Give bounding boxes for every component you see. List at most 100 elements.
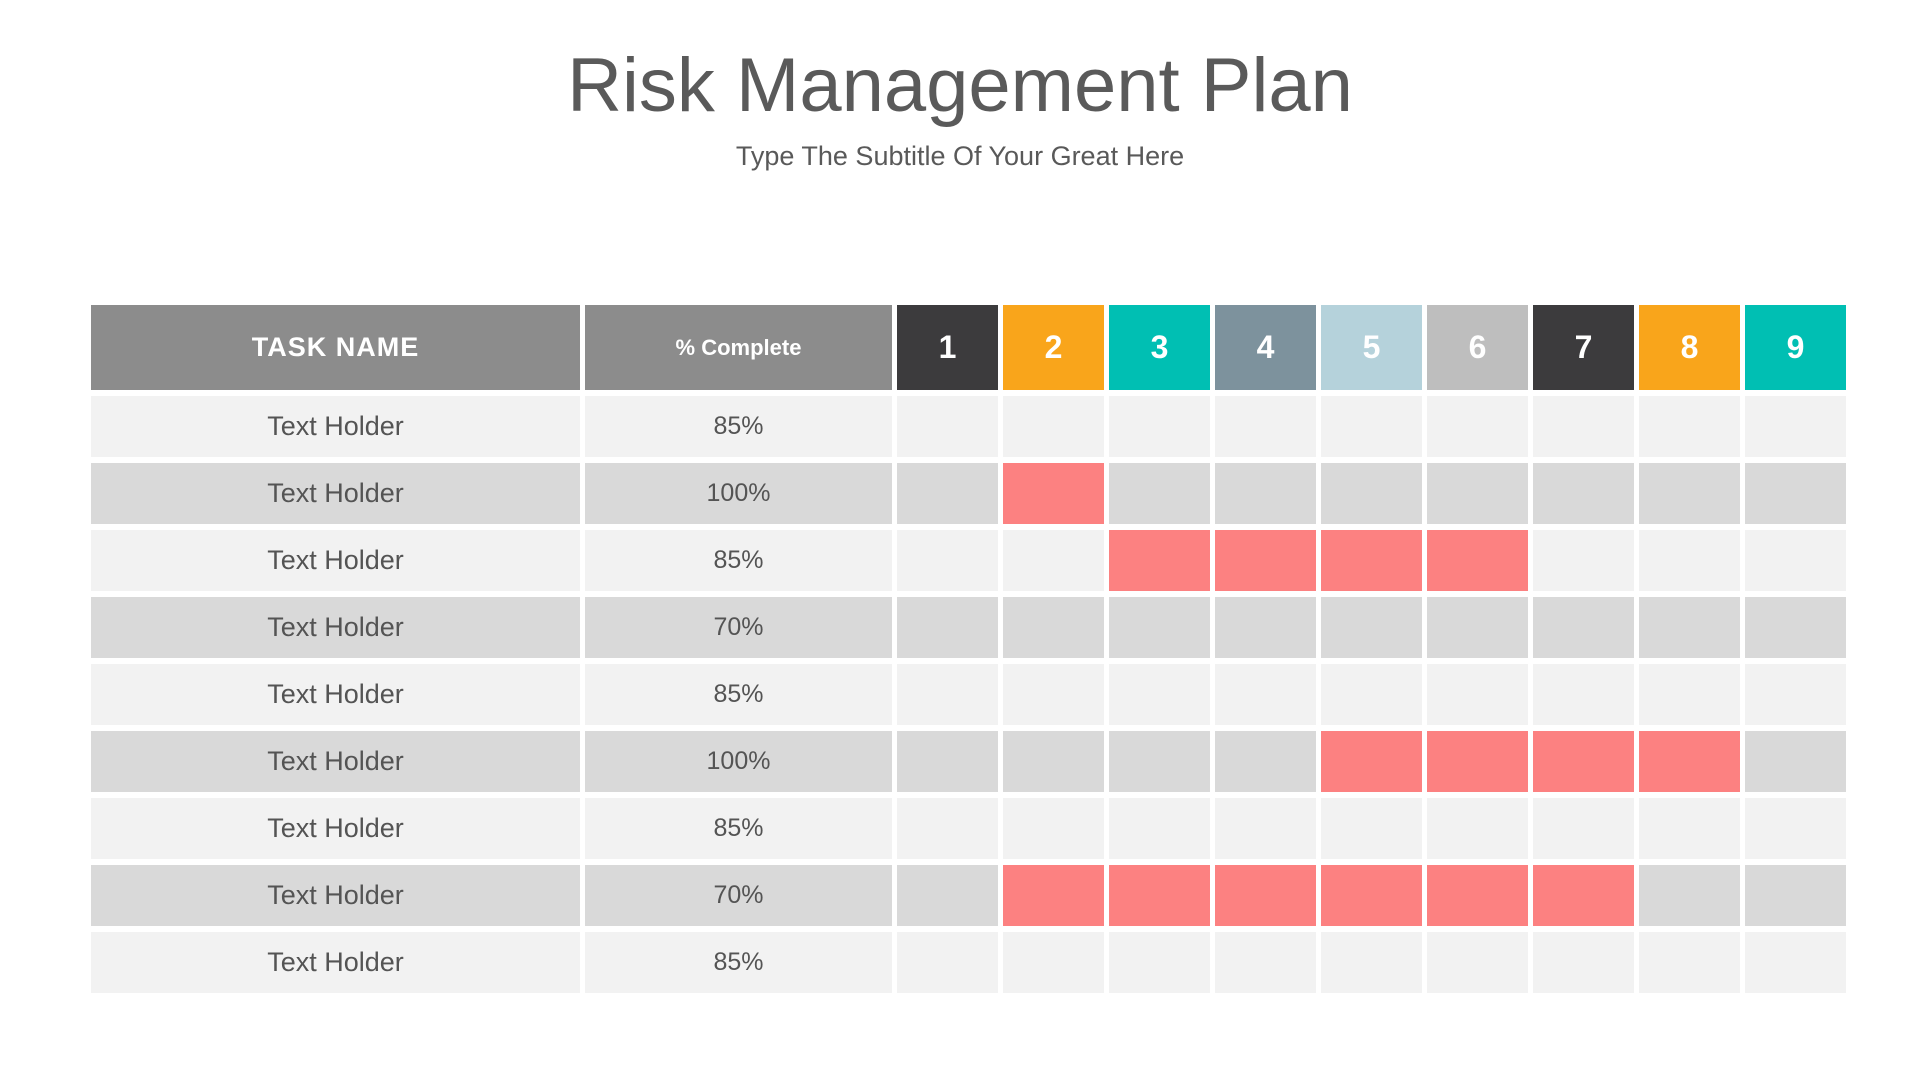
period-cell [1003, 597, 1104, 658]
gantt-bar-cell [1109, 865, 1210, 926]
period-cell [1003, 664, 1104, 725]
period-cell [1427, 597, 1528, 658]
task-name-cell: Text Holder [91, 396, 580, 457]
period-cell [1745, 463, 1846, 524]
period-cell [1639, 932, 1740, 993]
gantt-bar-cell [1321, 731, 1422, 792]
period-cell [897, 530, 998, 591]
percent-complete-cell: 85% [585, 932, 892, 993]
period-cell [1427, 798, 1528, 859]
period-cell [1109, 597, 1210, 658]
page-title: Risk Management Plan [567, 43, 1353, 128]
period-cell [1109, 798, 1210, 859]
period-cell [1533, 396, 1634, 457]
period-cell [1215, 597, 1316, 658]
gantt-bar-cell [1427, 731, 1528, 792]
header-period-9: 9 [1745, 305, 1846, 390]
percent-complete-cell: 85% [585, 798, 892, 859]
period-cell [1109, 731, 1210, 792]
period-cell [1321, 597, 1422, 658]
period-cell [1321, 664, 1422, 725]
gantt-bar-cell [1215, 865, 1316, 926]
slide-header: Risk Management Plan Type The Subtitle O… [0, 44, 1920, 172]
period-cell [1745, 731, 1846, 792]
period-cell [897, 463, 998, 524]
task-name-cell: Text Holder [91, 865, 580, 926]
gantt-bar-cell [1321, 530, 1422, 591]
task-name-cell: Text Holder [91, 664, 580, 725]
gantt-bar-cell [1427, 865, 1528, 926]
gantt-bar-cell [1427, 530, 1528, 591]
gantt-bar-cell [1215, 530, 1316, 591]
task-name-cell: Text Holder [91, 530, 580, 591]
period-cell [1321, 396, 1422, 457]
period-cell [1003, 731, 1104, 792]
period-cell [1745, 865, 1846, 926]
period-cell [1003, 932, 1104, 993]
period-cell [1215, 396, 1316, 457]
percent-complete-cell: 85% [585, 530, 892, 591]
period-cell [897, 664, 998, 725]
period-cell [897, 731, 998, 792]
period-cell [897, 597, 998, 658]
period-cell [1321, 932, 1422, 993]
header-period-4: 4 [1215, 305, 1316, 390]
task-name-cell: Text Holder [91, 932, 580, 993]
period-cell [1639, 865, 1740, 926]
period-cell [1639, 597, 1740, 658]
period-cell [1639, 396, 1740, 457]
header-period-7: 7 [1533, 305, 1634, 390]
period-cell [1427, 463, 1528, 524]
period-cell [1639, 798, 1740, 859]
task-name-cell: Text Holder [91, 597, 580, 658]
gantt-bar-cell [1003, 463, 1104, 524]
task-name-cell: Text Holder [91, 731, 580, 792]
period-cell [1215, 463, 1316, 524]
gantt-bar-cell [1533, 865, 1634, 926]
period-cell [1321, 463, 1422, 524]
task-name-cell: Text Holder [91, 798, 580, 859]
period-cell [1003, 530, 1104, 591]
header-percent-complete: % Complete [585, 305, 892, 390]
header-period-3: 3 [1109, 305, 1210, 390]
period-cell [1639, 530, 1740, 591]
task-name-cell: Text Holder [91, 463, 580, 524]
period-cell [1745, 798, 1846, 859]
page-subtitle: Type The Subtitle Of Your Great Here [735, 140, 1185, 171]
period-cell [1427, 932, 1528, 993]
period-cell [1533, 798, 1634, 859]
period-cell [1745, 932, 1846, 993]
period-cell [1427, 396, 1528, 457]
gantt-bar-cell [1533, 731, 1634, 792]
period-cell [897, 932, 998, 993]
period-cell [897, 865, 998, 926]
header-period-6: 6 [1427, 305, 1528, 390]
period-cell [1533, 664, 1634, 725]
period-cell [1533, 463, 1634, 524]
period-cell [1533, 932, 1634, 993]
period-cell [1745, 530, 1846, 591]
header-period-5: 5 [1321, 305, 1422, 390]
period-cell [897, 798, 998, 859]
period-cell [897, 396, 998, 457]
period-cell [1215, 664, 1316, 725]
period-cell [1215, 731, 1316, 792]
period-cell [1215, 932, 1316, 993]
gantt-bar-cell [1109, 530, 1210, 591]
period-cell [1745, 597, 1846, 658]
percent-complete-cell: 100% [585, 731, 892, 792]
gantt-bar-cell [1639, 731, 1740, 792]
period-cell [1639, 664, 1740, 725]
period-cell [1003, 798, 1104, 859]
header-period-8: 8 [1639, 305, 1740, 390]
period-cell [1109, 463, 1210, 524]
header-task-name: TASK NAME [91, 305, 580, 390]
period-cell [1533, 597, 1634, 658]
period-cell [1639, 463, 1740, 524]
period-cell [1533, 530, 1634, 591]
percent-complete-cell: 85% [585, 396, 892, 457]
percent-complete-cell: 70% [585, 865, 892, 926]
period-cell [1215, 798, 1316, 859]
period-cell [1109, 664, 1210, 725]
